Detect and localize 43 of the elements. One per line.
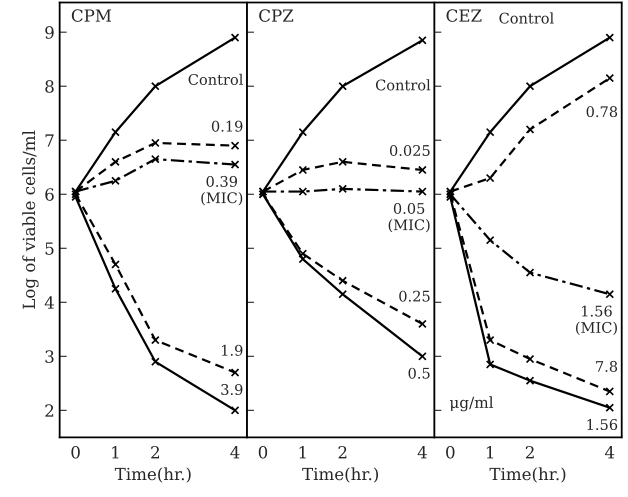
- series-label: 3.9: [221, 384, 242, 396]
- series-label: 0.39 (MIC): [201, 176, 242, 206]
- series-label: 1.9: [222, 344, 242, 356]
- y-tick-label: 2: [45, 404, 54, 417]
- series-label: 0.05 (MIC): [388, 202, 430, 232]
- y-tick-label: 6: [45, 188, 54, 201]
- chart-title: CEZ: [446, 9, 482, 22]
- x-tick-label: 0: [446, 446, 455, 459]
- text: Control: [499, 12, 554, 24]
- series-label: 0.25: [399, 290, 430, 302]
- y-axis-title: Log of viable cells/ml: [22, 130, 39, 309]
- series-label: Control: [188, 74, 243, 85]
- x-axis-title: Time(hr.): [302, 467, 378, 483]
- series-label: 0.19: [212, 120, 242, 132]
- y-tick-label: 4: [44, 296, 54, 309]
- annotation: μg/ml: [450, 396, 494, 412]
- series-label: 0.78: [586, 106, 618, 118]
- x-tick-label: 2: [338, 446, 346, 458]
- series-label: 0.025: [390, 144, 430, 156]
- series-label: 7.8: [596, 360, 618, 372]
- chart-title: CPZ: [259, 9, 294, 22]
- x-tick-label: 1: [112, 446, 118, 458]
- series-label: 1.56: [587, 419, 618, 430]
- series-label: 1.56 (MIC): [576, 306, 617, 335]
- y-tick-label: 7: [46, 134, 54, 147]
- x-tick-label: 2: [151, 446, 159, 458]
- y-tick-label: 5: [46, 242, 54, 255]
- x-tick-label: 2: [526, 446, 534, 458]
- y-tick-label: 8: [45, 80, 54, 93]
- x-tick-label: 1: [300, 446, 306, 458]
- x-tick-label: 0: [71, 446, 80, 459]
- x-axis-title: Time(hr.): [114, 467, 191, 483]
- x-tick-label: 1: [486, 446, 494, 458]
- x-tick-label: 4: [230, 446, 240, 458]
- y-tick-label: 3: [45, 350, 54, 363]
- x-tick-label: 4: [418, 446, 427, 458]
- series-label: Control: [376, 79, 430, 90]
- x-axis-title: Time(hr.): [490, 467, 566, 483]
- chart-title: CPM: [72, 9, 112, 22]
- y-tick-label: 9: [45, 26, 54, 39]
- x-tick-label: 0: [258, 446, 268, 459]
- x-tick-label: 4: [604, 446, 614, 458]
- series-label: 0.5: [408, 368, 430, 379]
